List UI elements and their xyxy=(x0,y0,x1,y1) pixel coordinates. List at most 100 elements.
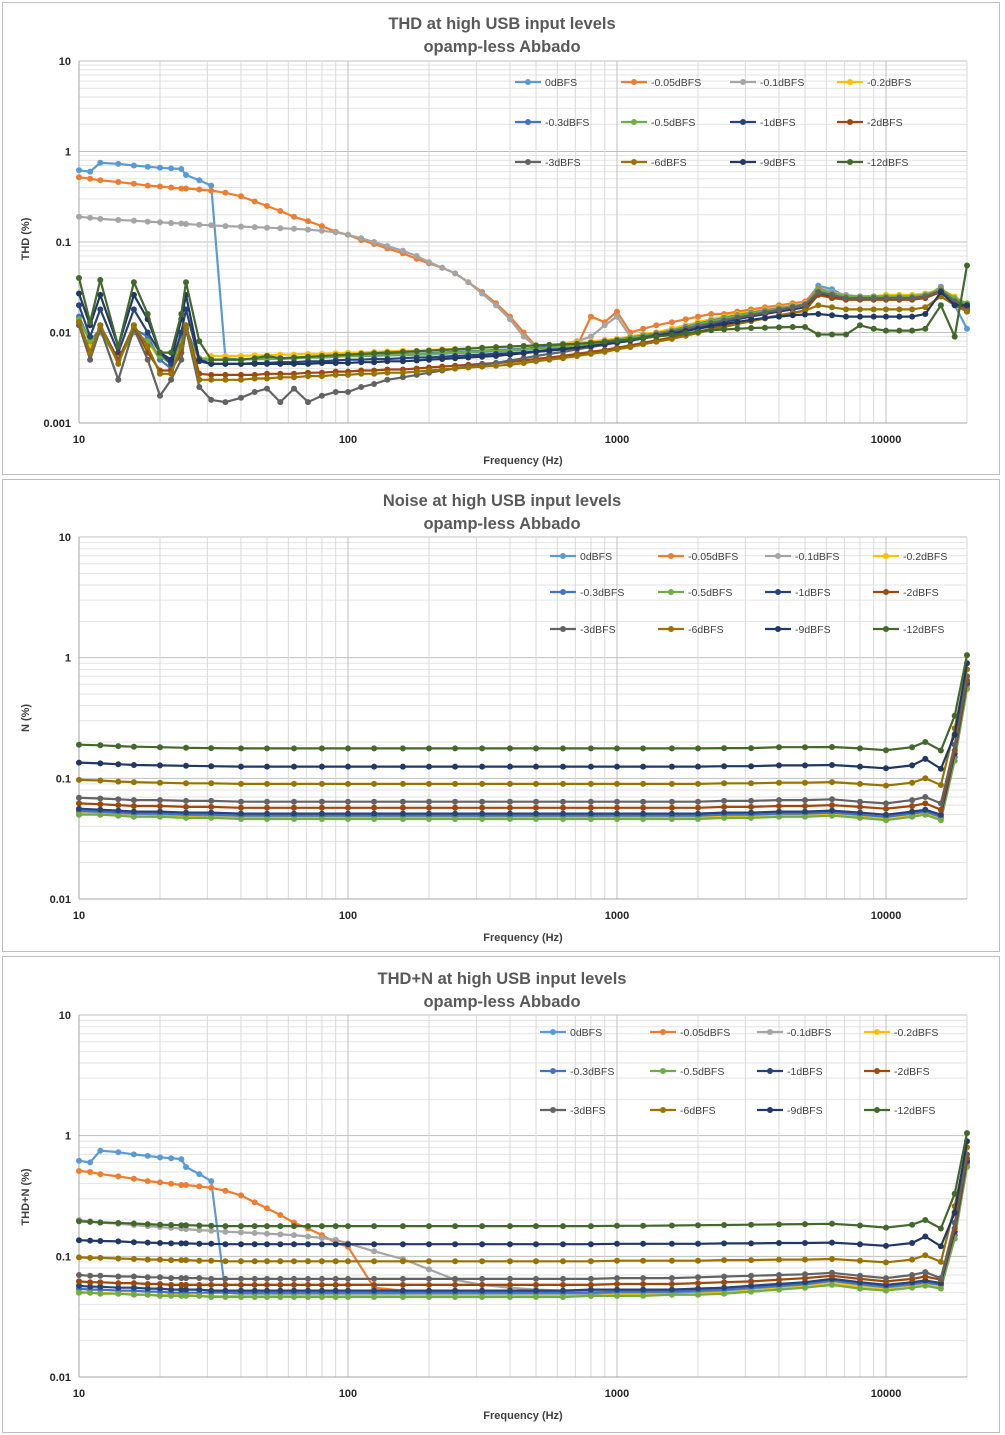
data-point xyxy=(452,745,459,752)
data-point xyxy=(178,220,185,227)
series--12dBFS xyxy=(76,1130,970,1232)
data-point xyxy=(734,325,741,332)
data-point xyxy=(332,1287,339,1294)
data-point xyxy=(695,780,701,787)
data-point xyxy=(87,319,94,326)
data-point xyxy=(829,1269,835,1276)
data-point xyxy=(115,761,122,768)
data-point xyxy=(937,817,944,824)
legend-item: -0.5dBFS xyxy=(650,1066,724,1078)
data-point xyxy=(560,810,566,817)
axis-ticks: 10 100 1000 10000 10 1 0.1 0.01 xyxy=(50,1010,902,1400)
data-point xyxy=(87,1289,94,1296)
data-point xyxy=(601,348,608,355)
data-point xyxy=(668,798,675,805)
data-point xyxy=(479,344,486,351)
data-point xyxy=(97,806,104,813)
series--6dBFS xyxy=(76,666,970,789)
data-point xyxy=(157,1292,163,1299)
data-point xyxy=(399,348,406,355)
series-line xyxy=(78,663,969,771)
legend-label: -0.1dBFS xyxy=(787,1027,831,1039)
data-point xyxy=(178,166,185,172)
data-point xyxy=(614,816,620,822)
data-point xyxy=(587,1281,594,1288)
legend-label: -6dBFS xyxy=(680,1105,716,1117)
data-point xyxy=(802,1284,808,1291)
data-point xyxy=(587,798,594,805)
data-point xyxy=(97,1171,104,1178)
data-point xyxy=(87,1169,94,1175)
data-point xyxy=(507,780,513,787)
data-point xyxy=(178,1292,185,1299)
data-point xyxy=(507,1223,513,1230)
data-point xyxy=(238,1275,244,1282)
data-point xyxy=(533,763,539,770)
data-point xyxy=(318,373,325,380)
data-point xyxy=(870,295,877,302)
data-point xyxy=(277,1223,284,1230)
data-point xyxy=(157,1285,163,1292)
data-point xyxy=(452,1241,459,1248)
data-point xyxy=(76,167,82,174)
y-tick-label: 10 xyxy=(59,56,71,68)
x-tick-label: 10 xyxy=(73,910,85,922)
legend-label: -9dBFS xyxy=(760,157,796,169)
x-tick-label: 10 xyxy=(73,434,85,446)
data-point xyxy=(168,184,175,191)
data-point xyxy=(802,324,808,330)
legend-item: -2dBFS xyxy=(873,587,939,599)
data-point xyxy=(413,368,420,375)
data-point xyxy=(533,358,539,365)
data-point xyxy=(695,1222,701,1229)
data-point xyxy=(439,356,446,362)
x-tick-label: 10000 xyxy=(871,1388,902,1400)
x-tick-label: 10000 xyxy=(871,910,902,922)
data-point xyxy=(653,322,660,329)
data-point xyxy=(614,745,620,752)
data-point xyxy=(251,198,258,205)
data-point xyxy=(776,808,782,815)
legend-label: -1dBFS xyxy=(787,1066,823,1078)
data-point xyxy=(922,755,929,762)
data-point xyxy=(183,322,189,329)
data-point xyxy=(345,804,351,811)
data-point xyxy=(426,810,432,817)
data-point xyxy=(937,765,944,772)
legend-marker xyxy=(668,553,674,559)
data-point xyxy=(399,1275,406,1282)
data-point xyxy=(130,1280,137,1287)
data-point xyxy=(115,179,122,185)
data-point xyxy=(640,335,647,341)
data-point xyxy=(695,1280,701,1287)
data-point xyxy=(479,353,486,360)
data-point xyxy=(452,763,459,770)
legend-label: -12dBFS xyxy=(867,157,908,169)
legend-marker xyxy=(668,589,674,595)
data-point xyxy=(157,1240,163,1246)
data-point xyxy=(802,744,808,751)
data-point xyxy=(668,1240,675,1247)
data-point xyxy=(507,351,513,358)
legend-label: -1dBFS xyxy=(795,587,831,599)
data-point xyxy=(560,1241,566,1248)
data-point xyxy=(721,763,728,770)
data-point xyxy=(318,798,325,805)
data-point xyxy=(627,344,634,351)
legend-label: -0.5dBFS xyxy=(680,1066,724,1078)
data-point xyxy=(332,1241,339,1248)
data-point xyxy=(183,1182,189,1188)
data-point xyxy=(178,311,185,317)
data-point xyxy=(358,384,365,390)
data-point xyxy=(291,1294,297,1300)
data-point xyxy=(909,1256,916,1263)
data-point xyxy=(222,376,229,383)
data-point xyxy=(560,1223,566,1230)
data-point xyxy=(640,804,647,811)
data-point xyxy=(909,808,916,815)
legend-label: 0dBFS xyxy=(545,77,577,89)
data-point xyxy=(277,1258,284,1265)
data-point xyxy=(413,348,420,355)
data-point xyxy=(426,745,432,752)
data-point xyxy=(883,1275,889,1282)
